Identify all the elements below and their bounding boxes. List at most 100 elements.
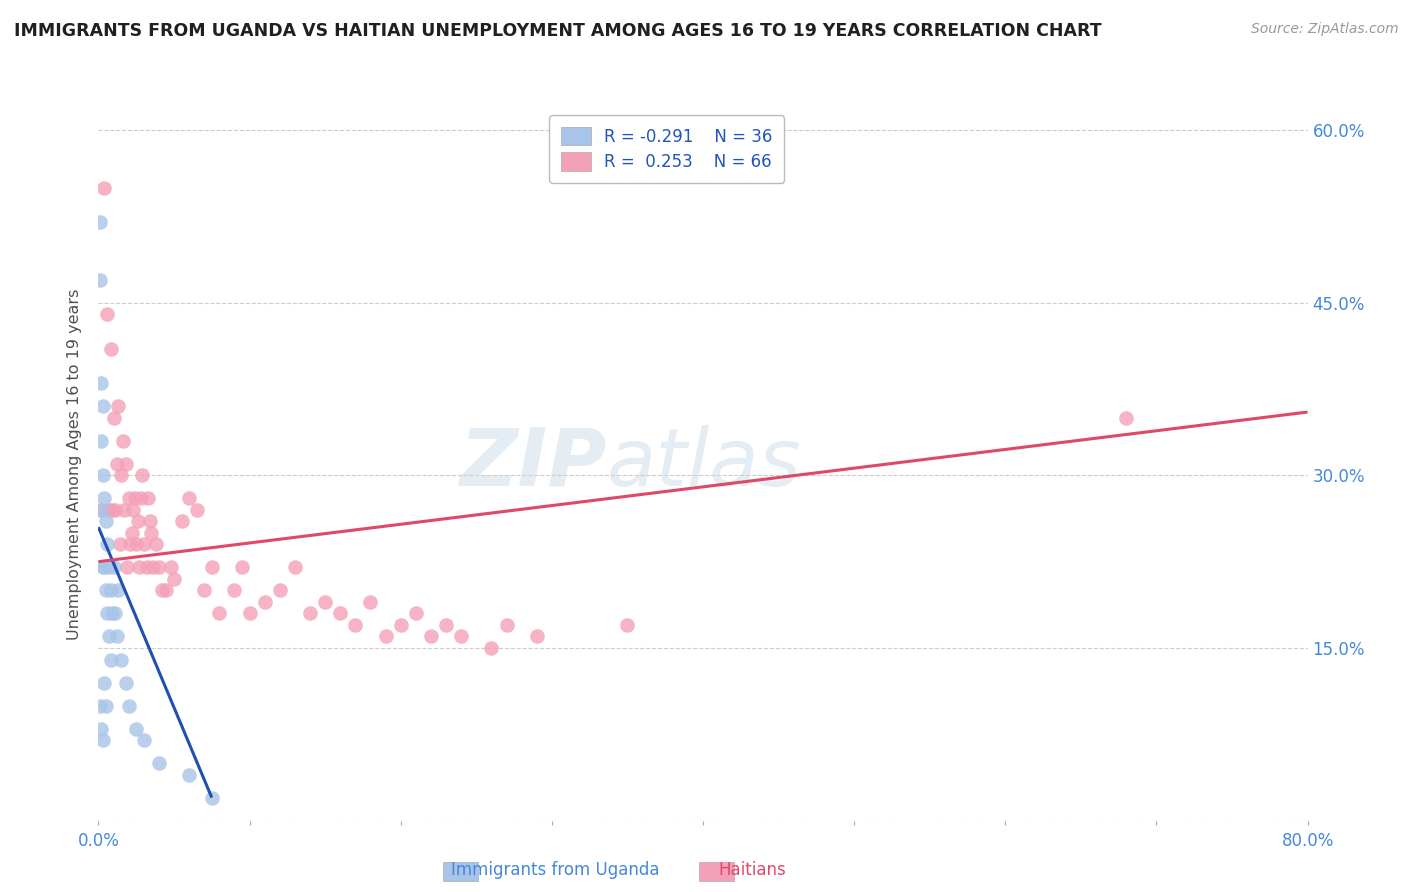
- Point: [98, 630, 121, 644]
- Text: Source: ZipAtlas.com: Source: ZipAtlas.com: [1251, 22, 1399, 37]
- Point: [105, 630, 128, 644]
- Point: [118, 698, 141, 713]
- Point: [90, 434, 112, 448]
- Point: [93, 491, 115, 506]
- Point: [91, 399, 114, 413]
- Point: [148, 756, 170, 770]
- Point: [96, 537, 118, 551]
- Point: [90, 722, 112, 736]
- Point: [193, 583, 215, 598]
- Point: [142, 560, 165, 574]
- Point: [139, 515, 162, 529]
- Point: [186, 503, 208, 517]
- Point: [434, 618, 457, 632]
- Point: [104, 503, 127, 517]
- Point: [299, 607, 322, 621]
- Point: [107, 399, 129, 413]
- Point: [616, 618, 638, 632]
- Point: [405, 607, 427, 621]
- Point: [155, 583, 177, 598]
- Point: [94, 698, 117, 713]
- Point: [148, 560, 170, 574]
- Point: [179, 491, 201, 506]
- Point: [90, 503, 112, 517]
- Text: atlas: atlas: [606, 425, 801, 503]
- Point: [145, 537, 167, 551]
- Point: [495, 618, 517, 632]
- Point: [108, 537, 131, 551]
- Point: [136, 491, 159, 506]
- Point: [115, 560, 138, 574]
- Point: [100, 652, 122, 666]
- Point: [201, 560, 224, 574]
- Point: [269, 583, 291, 598]
- Point: [94, 583, 117, 598]
- Point: [100, 342, 122, 356]
- Point: [91, 560, 114, 574]
- Point: [129, 491, 152, 506]
- Point: [110, 468, 132, 483]
- Point: [111, 434, 134, 448]
- Point: [100, 583, 122, 598]
- Point: [374, 630, 396, 644]
- Point: [122, 503, 145, 517]
- Point: [89, 273, 111, 287]
- Point: [93, 560, 115, 574]
- Point: [112, 503, 135, 517]
- Point: [208, 607, 231, 621]
- Point: [114, 457, 136, 471]
- Point: [360, 595, 382, 609]
- Point: [239, 607, 262, 621]
- Point: [125, 722, 148, 736]
- Point: [114, 675, 136, 690]
- Point: [89, 215, 111, 229]
- Point: [120, 537, 142, 551]
- Point: [1115, 410, 1137, 425]
- Point: [284, 560, 307, 574]
- Point: [105, 457, 128, 471]
- Point: [160, 560, 183, 574]
- Point: [163, 572, 186, 586]
- Point: [253, 595, 276, 609]
- Point: [93, 180, 115, 194]
- Point: [179, 767, 201, 781]
- Y-axis label: Unemployment Among Ages 16 to 19 years: Unemployment Among Ages 16 to 19 years: [67, 288, 83, 640]
- Point: [91, 733, 114, 747]
- Point: [90, 503, 112, 517]
- Point: [231, 560, 253, 574]
- Point: [450, 630, 472, 644]
- Point: [389, 618, 412, 632]
- Point: [89, 698, 111, 713]
- Point: [128, 560, 150, 574]
- Legend: R = -0.291    N = 36, R =  0.253    N = 66: R = -0.291 N = 36, R = 0.253 N = 66: [550, 115, 785, 183]
- Point: [96, 607, 118, 621]
- Point: [481, 640, 503, 655]
- Point: [98, 560, 121, 574]
- Point: [110, 652, 132, 666]
- Point: [103, 410, 125, 425]
- Text: IMMIGRANTS FROM UGANDA VS HAITIAN UNEMPLOYMENT AMONG AGES 16 TO 19 YEARS CORRELA: IMMIGRANTS FROM UGANDA VS HAITIAN UNEMPL…: [14, 22, 1102, 40]
- Text: Haitians: Haitians: [718, 861, 786, 879]
- Point: [125, 537, 148, 551]
- Point: [124, 491, 146, 506]
- Point: [344, 618, 367, 632]
- Point: [96, 307, 118, 321]
- Point: [150, 583, 173, 598]
- Point: [121, 525, 143, 540]
- Point: [104, 607, 127, 621]
- Point: [93, 675, 115, 690]
- Point: [127, 515, 149, 529]
- Point: [420, 630, 443, 644]
- Point: [526, 630, 548, 644]
- Point: [314, 595, 336, 609]
- Point: [224, 583, 246, 598]
- Point: [118, 491, 141, 506]
- Point: [132, 733, 155, 747]
- Point: [90, 376, 112, 391]
- Point: [132, 537, 155, 551]
- Point: [329, 607, 352, 621]
- Point: [101, 607, 124, 621]
- Point: [170, 515, 193, 529]
- Text: Immigrants from Uganda: Immigrants from Uganda: [451, 861, 659, 879]
- Point: [141, 525, 163, 540]
